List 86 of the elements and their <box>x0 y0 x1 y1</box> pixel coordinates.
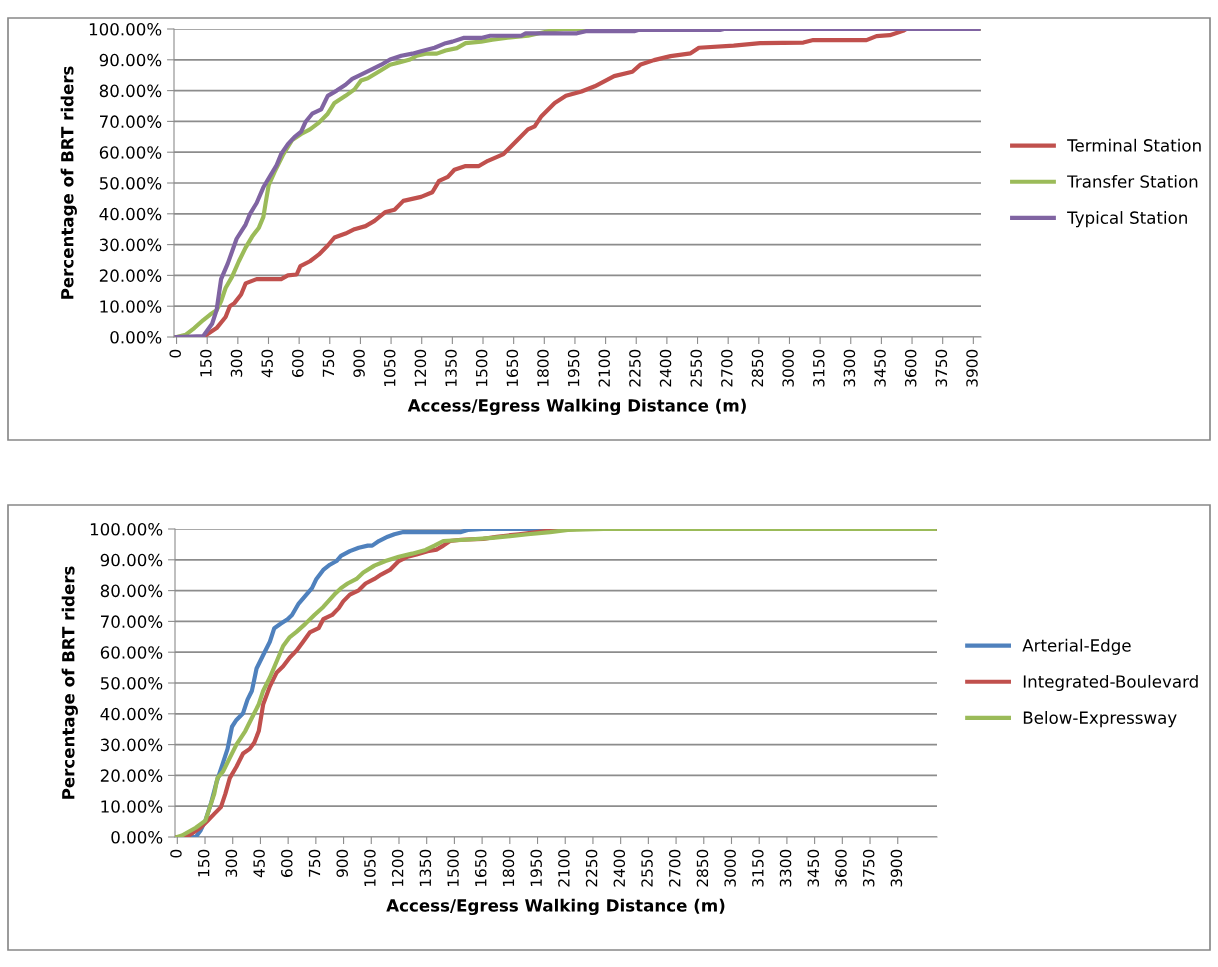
x-tick-label: 3450 <box>807 849 820 887</box>
y-axis-title: Percentage of BRT riders <box>60 66 77 299</box>
x-tick-label: 1500 <box>475 349 488 387</box>
x-axis-title: Access/Egress Walking Distance (m) <box>407 398 746 416</box>
y-axis-title: Percentage of BRT riders <box>61 566 78 799</box>
legend-label: Integrated-Boulevard <box>1023 674 1198 692</box>
x-tick-label: 450 <box>253 849 265 878</box>
y-tick-label: 10.00% <box>100 300 162 313</box>
y-tick-label: 100.00% <box>90 522 163 536</box>
y-tick-label: 30.00% <box>99 238 162 252</box>
legend-label: Terminal Station <box>1067 138 1201 152</box>
x-tick-label: 2700 <box>668 849 681 887</box>
x-tick-label: 3150 <box>812 349 825 387</box>
x-tick-label: 1650 <box>506 349 519 387</box>
y-tick-label: 0.00% <box>110 330 162 344</box>
y-tick-label: 50.00% <box>99 176 162 190</box>
y-tick-label: 20.00% <box>99 269 162 282</box>
x-tick-label: 1950 <box>530 849 542 887</box>
x-tick-label: 3450 <box>874 349 886 387</box>
x-tick-label: 2850 <box>751 349 764 387</box>
y-tick-label: 40.00% <box>100 707 163 721</box>
y-tick-label: 20.00% <box>100 769 163 782</box>
x-tick-label: 1650 <box>474 849 487 887</box>
legend-label: Arterial-Edge <box>1022 638 1131 655</box>
x-tick-label: 3150 <box>752 849 764 887</box>
x-tick-label: 600 <box>281 849 293 877</box>
x-tick-label: 2550 <box>690 349 702 387</box>
x-tick-label: 2700 <box>721 349 733 387</box>
x-tick-label: 2400 <box>659 349 672 387</box>
x-tick-label: 1050 <box>383 349 396 387</box>
y-tick-label: 40.00% <box>99 207 162 221</box>
x-tick-label: 2100 <box>558 849 570 887</box>
x-tick-label: 900 <box>353 349 365 378</box>
y-tick-label: 0.00% <box>111 830 163 844</box>
x-tick-label: 3000 <box>782 349 794 387</box>
x-tick-label: 3300 <box>843 349 856 387</box>
legend-label: Transfer Station <box>1067 174 1198 188</box>
x-tick-label: 1200 <box>391 849 404 887</box>
x-tick-label: 3600 <box>904 349 917 387</box>
x-tick-label: 0 <box>169 349 181 358</box>
y-tick-label: 70.00% <box>101 615 163 628</box>
x-tick-label: 1350 <box>419 849 432 887</box>
x-tick-label: 3300 <box>779 849 792 887</box>
x-tick-label: 900 <box>336 849 348 878</box>
x-tick-label: 2550 <box>641 849 653 887</box>
x-tick-label: 750 <box>308 849 321 877</box>
x-tick-label: 3000 <box>724 849 736 887</box>
x-tick-label: 150 <box>200 349 212 377</box>
x-tick-label: 2100 <box>598 349 611 387</box>
x-tick-label: 2400 <box>613 849 626 887</box>
y-tick-label: 30.00% <box>100 738 163 752</box>
y-tick-label: 50.00% <box>100 676 163 690</box>
x-tick-label: 1950 <box>567 349 580 387</box>
y-tick-label: 90.00% <box>100 553 163 567</box>
x-tick-label: 2850 <box>696 849 709 887</box>
legend-label: Typical Station <box>1067 211 1187 228</box>
legend-label: Below-Expressway <box>1023 711 1177 728</box>
x-tick-label: 1800 <box>502 849 515 887</box>
x-tick-label: 0 <box>170 849 182 858</box>
y-tick-label: 60.00% <box>100 646 163 659</box>
x-tick-label: 1500 <box>447 849 459 887</box>
x-tick-label: 3600 <box>835 849 847 887</box>
x-tick-label: 150 <box>197 849 210 877</box>
x-tick-label: 750 <box>322 349 335 377</box>
y-tick-label: 90.00% <box>99 53 162 67</box>
x-tick-label: 3750 <box>862 849 875 887</box>
x-tick-label: 300 <box>225 849 238 877</box>
y-tick-label: 80.00% <box>99 84 162 98</box>
x-tick-label: 2250 <box>585 849 598 887</box>
x-tick-label: 1050 <box>364 849 376 887</box>
x-tick-label: 3750 <box>935 349 948 387</box>
x-tick-label: 1800 <box>537 349 549 387</box>
y-tick-label: 70.00% <box>100 115 162 128</box>
x-tick-label: 600 <box>292 349 304 377</box>
x-tick-label: 1350 <box>445 349 457 387</box>
x-tick-label: 2250 <box>629 349 641 387</box>
x-tick-label: 3900 <box>966 349 978 387</box>
y-tick-label: 80.00% <box>100 584 163 598</box>
y-tick-label: 60.00% <box>99 146 162 159</box>
y-tick-label: 10.00% <box>101 800 163 813</box>
x-tick-label: 3900 <box>890 849 903 887</box>
x-tick-label: 450 <box>261 349 273 378</box>
x-axis-title: Access/Egress Walking Distance (m) <box>386 898 725 916</box>
y-tick-label: 100.00% <box>89 22 162 36</box>
x-tick-label: 300 <box>230 349 243 377</box>
x-tick-label: 1200 <box>414 349 427 387</box>
